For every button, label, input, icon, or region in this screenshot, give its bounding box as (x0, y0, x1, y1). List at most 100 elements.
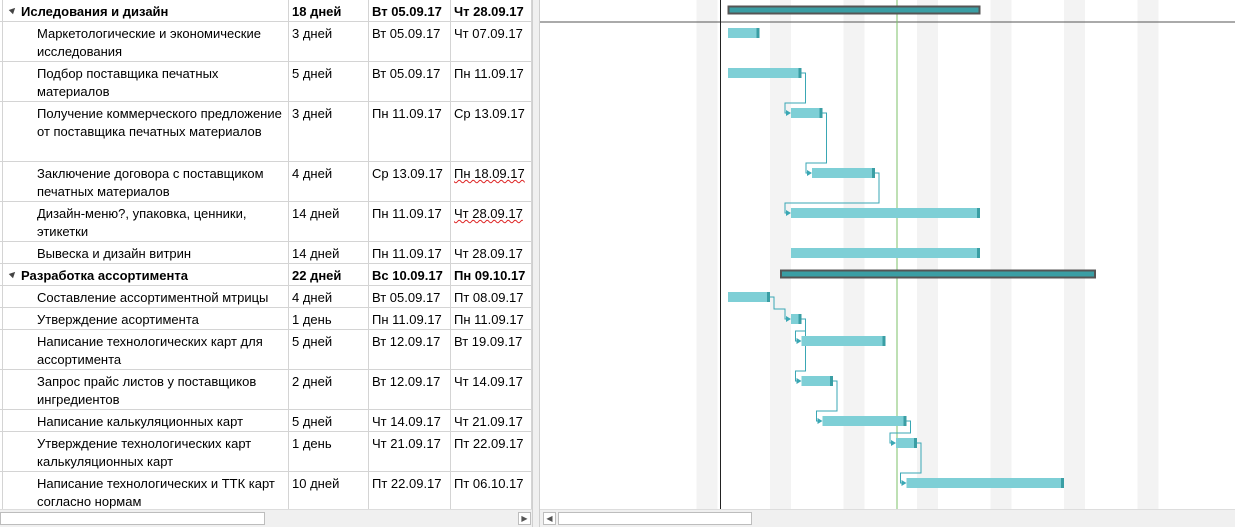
task-name-cell[interactable]: Написание технологических карт для ассор… (3, 330, 289, 369)
task-finish-cell[interactable]: Чт 28.09.17 (451, 202, 532, 241)
task-row[interactable]: Утверждение асортимента 1 день Пн 11.09.17… (0, 308, 532, 330)
gantt-hscrollbar[interactable]: ◀ (540, 509, 1235, 527)
task-row[interactable]: Утверждение технологических карт калькул… (0, 432, 532, 472)
task-finish-cell[interactable]: Пн 11.09.17 (451, 308, 532, 329)
task-name: Написание калькуляционных карт (37, 414, 244, 429)
dependency-arrow (901, 480, 907, 486)
task-name-cell[interactable]: Маркетологические и экономические исслед… (3, 22, 289, 61)
task-row[interactable]: Заключение договора с поставщиком печатн… (0, 162, 532, 202)
task-finish-cell[interactable]: Пн 11.09.17 (451, 62, 532, 101)
table-hscrollbar[interactable]: ▶ (0, 509, 532, 527)
task-finish-cell[interactable]: Чт 21.09.17 (451, 410, 532, 431)
task-duration-cell[interactable]: 5 дней (289, 330, 369, 369)
task-name-cell[interactable]: Подбор поставщика печатных материалов (3, 62, 289, 101)
task-start: Вт 12.09.17 (372, 374, 441, 389)
task-row[interactable]: Получение коммерческого предложение от п… (0, 102, 532, 162)
task-name-cell[interactable]: Запрос прайс листов у поставщиков ингред… (3, 370, 289, 409)
task-name-cell[interactable]: Составление ассортиментной мтрицы (3, 286, 289, 307)
task-duration-cell[interactable]: 1 день (289, 432, 369, 471)
task-row[interactable]: Дизайн-меню?, упаковка, ценники, этикетк… (0, 202, 532, 242)
task-finish-cell[interactable]: Пн 09.10.17 (451, 264, 532, 285)
task-duration-cell[interactable]: 2 дней (289, 370, 369, 409)
task-finish-cell[interactable]: Чт 07.09.17 (451, 22, 532, 61)
task-start-cell[interactable]: Пт 22.09.17 (369, 472, 451, 509)
task-name: Иследования и дизайн (21, 4, 169, 19)
task-name-cell[interactable]: Написание калькуляционных карт (3, 410, 289, 431)
task-start-cell[interactable]: Вт 05.09.17 (369, 286, 451, 307)
task-duration-cell[interactable]: 3 дней (289, 22, 369, 61)
summary-bar-outline (780, 269, 1096, 279)
row-indicator (0, 162, 3, 201)
task-name-cell[interactable]: Вывеска и дизайн витрин (3, 242, 289, 263)
task-name-cell[interactable]: Написание технологических и ТТК карт сог… (3, 472, 289, 509)
task-start: Вс 10.09.17 (372, 268, 443, 283)
task-duration-cell[interactable]: 5 дней (289, 410, 369, 431)
task-bar-cap (903, 416, 907, 426)
task-duration-cell[interactable]: 14 дней (289, 242, 369, 263)
gantt-scroll-thumb[interactable] (558, 512, 752, 525)
task-finish-cell[interactable]: Пт 22.09.17 (451, 432, 532, 471)
task-start-cell[interactable]: Ср 13.09.17 (369, 162, 451, 201)
task-start-cell[interactable]: Чт 21.09.17 (369, 432, 451, 471)
summary-task-row[interactable]: Иследования и дизайн 18 дней Вт 05.09.17 Чт… (0, 0, 532, 22)
task-name: Утверждение технологических карт калькул… (37, 436, 252, 469)
task-finish-cell[interactable]: Чт 14.09.17 (451, 370, 532, 409)
task-name-cell[interactable]: Получение коммерческого предложение от п… (3, 102, 289, 161)
task-table: Иследования и дизайн 18 дней Вт 05.09.17 Чт… (0, 0, 532, 509)
dependency-arrow (891, 440, 896, 446)
row-indicator (0, 308, 3, 329)
task-start-cell[interactable]: Вт 12.09.17 (369, 370, 451, 409)
collapse-triangle-icon[interactable] (8, 269, 18, 279)
row-indicator (0, 286, 3, 307)
task-duration-cell[interactable]: 4 дней (289, 286, 369, 307)
task-duration-cell[interactable]: 22 дней (289, 264, 369, 285)
task-start-cell[interactable]: Вт 05.09.17 (369, 62, 451, 101)
task-name-cell[interactable]: Заключение договора с поставщиком печатн… (3, 162, 289, 201)
task-finish-cell[interactable]: Вт 19.09.17 (451, 330, 532, 369)
task-start-cell[interactable]: Пн 11.09.17 (369, 102, 451, 161)
task-row[interactable]: Написание технологических и ТТК карт сог… (0, 472, 532, 509)
task-name-cell[interactable]: Дизайн-меню?, упаковка, ценники, этикетк… (3, 202, 289, 241)
task-finish-cell[interactable]: Пт 06.10.17 (451, 472, 532, 509)
task-row[interactable]: Запрос прайс листов у поставщиков ингред… (0, 370, 532, 410)
task-row[interactable]: Написание калькуляционных карт 5 дней Чт 1… (0, 410, 532, 432)
task-name-cell[interactable]: Утверждение асортимента (3, 308, 289, 329)
task-start-cell[interactable]: Чт 14.09.17 (369, 410, 451, 431)
task-bar (906, 478, 1064, 488)
task-finish-cell[interactable]: Пт 08.09.17 (451, 286, 532, 307)
scroll-left-button[interactable]: ◀ (543, 512, 556, 525)
task-finish-cell[interactable]: Чт 28.09.17 (451, 0, 532, 21)
task-name-cell[interactable]: Иследования и дизайн (3, 0, 289, 21)
dependency-link (784, 172, 880, 214)
task-duration-cell[interactable]: 4 дней (289, 162, 369, 201)
task-row[interactable]: Составление ассортиментной мтрицы 4 дней В… (0, 286, 532, 308)
task-start-cell[interactable]: Вт 05.09.17 (369, 22, 451, 61)
task-duration-cell[interactable]: 3 дней (289, 102, 369, 161)
task-start-cell[interactable]: Вт 05.09.17 (369, 0, 451, 21)
task-duration-cell[interactable]: 1 день (289, 308, 369, 329)
task-finish-cell[interactable]: Чт 28.09.17 (451, 242, 532, 263)
task-row[interactable]: Написание технологических карт для ассор… (0, 330, 532, 370)
task-start-cell[interactable]: Вт 12.09.17 (369, 330, 451, 369)
task-row[interactable]: Маркетологические и экономические исслед… (0, 22, 532, 62)
summary-task-row[interactable]: Разработка ассортимента 22 дней Вс 10.09.1… (0, 264, 532, 286)
task-start-cell[interactable]: Пн 11.09.17 (369, 202, 451, 241)
task-start-cell[interactable]: Пн 11.09.17 (369, 308, 451, 329)
table-scroll-thumb[interactable] (0, 512, 265, 525)
task-name-cell[interactable]: Утверждение технологических карт калькул… (3, 432, 289, 471)
task-start-cell[interactable]: Вс 10.09.17 (369, 264, 451, 285)
collapse-triangle-icon[interactable] (8, 5, 18, 15)
scroll-right-button[interactable]: ▶ (518, 512, 531, 525)
task-duration-cell[interactable]: 14 дней (289, 202, 369, 241)
task-duration-cell[interactable]: 5 дней (289, 62, 369, 101)
task-start-cell[interactable]: Пн 11.09.17 (369, 242, 451, 263)
task-name-cell[interactable]: Разработка ассортимента (3, 264, 289, 285)
task-row[interactable]: Вывеска и дизайн витрин 14 дней Пн 11.09.1… (0, 242, 532, 264)
pane-divider[interactable] (532, 0, 540, 527)
task-row[interactable]: Подбор поставщика печатных материалов 5 д… (0, 62, 532, 102)
task-duration: 5 дней (292, 414, 333, 429)
task-duration-cell[interactable]: 10 дней (289, 472, 369, 509)
task-finish-cell[interactable]: Ср 13.09.17 (451, 102, 532, 161)
task-duration-cell[interactable]: 18 дней (289, 0, 369, 21)
task-finish-cell[interactable]: Пн 18.09.17 (451, 162, 532, 201)
